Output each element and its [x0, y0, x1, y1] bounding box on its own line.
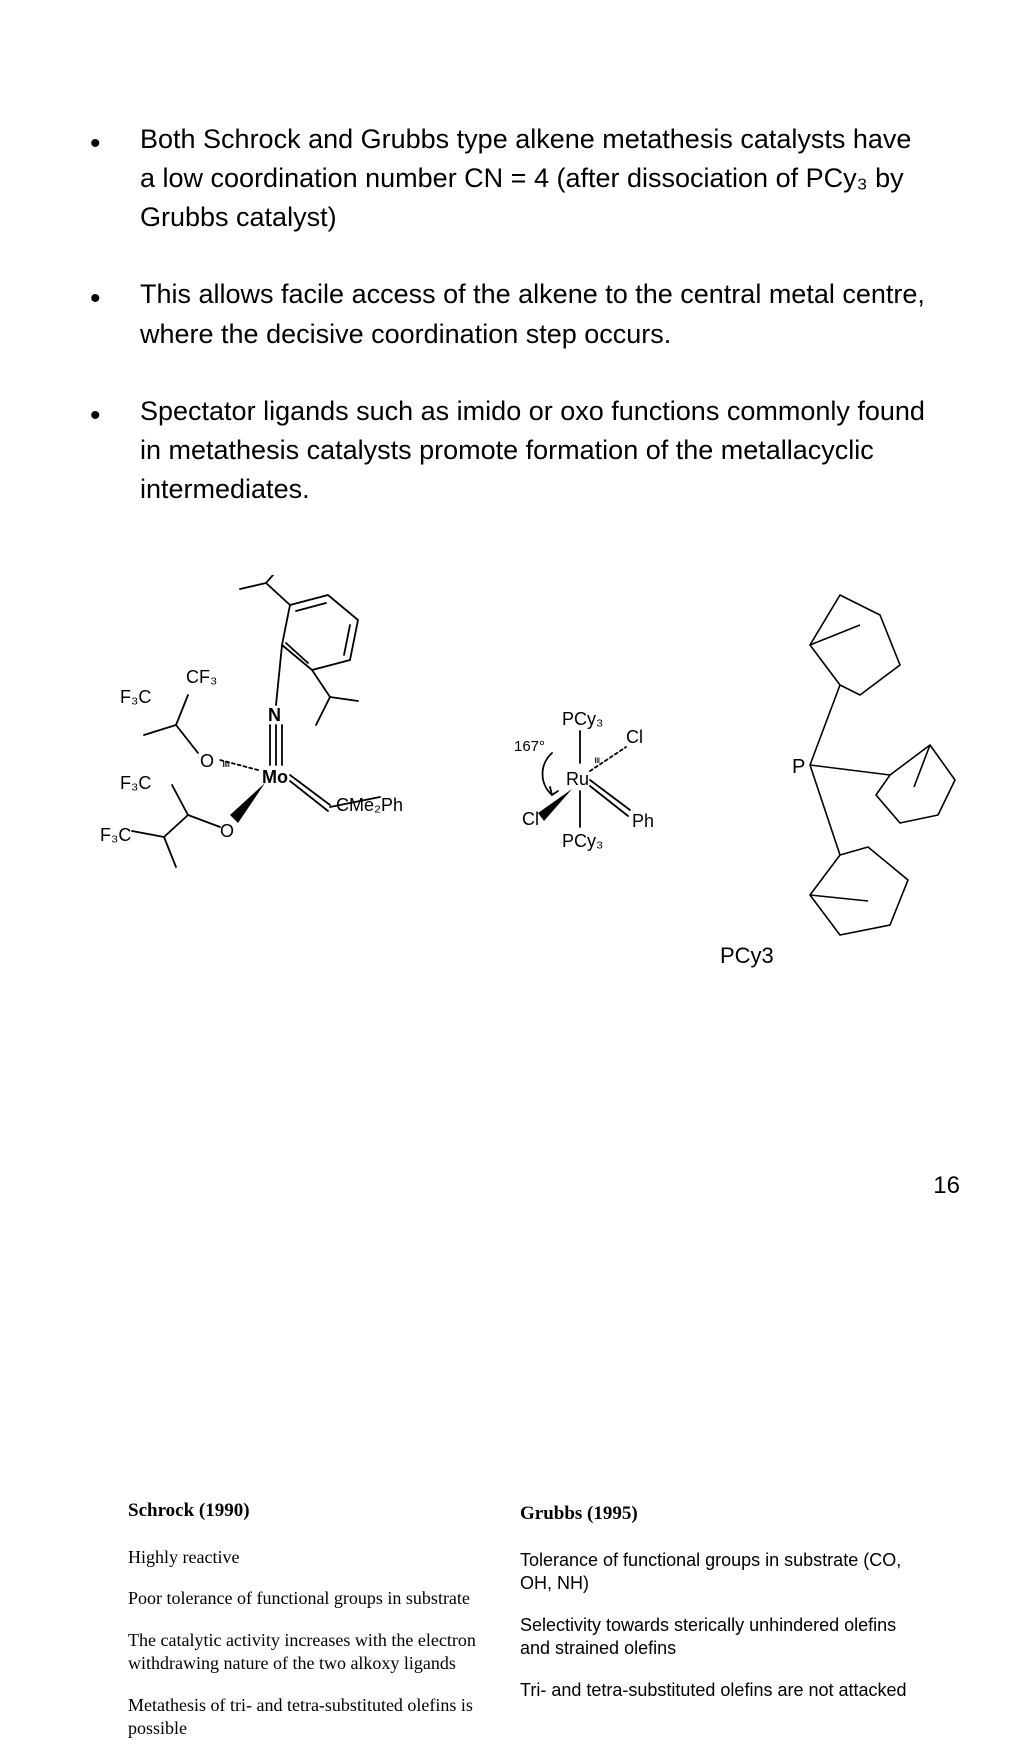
bullet-text: Spectator ligands such as imido or oxo f…	[140, 392, 930, 509]
pcy3-structure: P	[700, 565, 960, 945]
label-pcy3: PCy₃	[562, 831, 603, 851]
label-cf3: CF₃	[186, 667, 217, 687]
schrock-title: Schrock (1990)	[128, 1500, 508, 1522]
svg-text:ıııı: ıııı	[222, 759, 229, 770]
label-mo: Mo	[262, 767, 288, 787]
label-o: O	[200, 751, 214, 771]
bullet-text: Both Schrock and Grubbs type alkene meta…	[140, 120, 930, 237]
bullet-item: • Spectator ligands such as imido or oxo…	[90, 392, 930, 509]
label-f3c: F₃C	[100, 825, 131, 845]
label-f3c: F₃C	[120, 687, 151, 707]
label-f3c: F₃C	[120, 773, 151, 793]
schrock-structure: F₃C CF₃ N O Mo F₃C F₃C O CMe₂Ph ıııı	[80, 575, 410, 915]
label-pcy3-big: PCy3	[720, 943, 774, 969]
bullet-list: • Both Schrock and Grubbs type alkene me…	[90, 120, 930, 509]
schrock-note: Highly reactive	[128, 1546, 508, 1569]
label-angle: 167°	[514, 738, 545, 755]
schrock-note: Poor tolerance of functional groups in s…	[128, 1587, 508, 1610]
label-p: P	[792, 756, 805, 778]
figures-region: F₃C CF₃ N O Mo F₃C F₃C O CMe₂Ph ıııı	[0, 545, 1020, 1185]
label-cl: Cl	[626, 727, 643, 747]
label-ph: Ph	[632, 811, 654, 831]
bullet-text: This allows facile access of the alkene …	[140, 275, 930, 353]
schrock-note: Metathesis of tri- and tetra-substituted…	[128, 1694, 508, 1741]
schrock-note: The catalytic activity increases with th…	[128, 1629, 508, 1676]
grubbs-title: Grubbs (1995)	[520, 1503, 920, 1525]
label-n: N	[268, 705, 281, 725]
bullet-dot: •	[90, 275, 140, 353]
grubbs-caption: Grubbs (1995) Tolerance of functional gr…	[520, 1503, 920, 1720]
grubbs-note: Tri- and tetra-substituted olefins are n…	[520, 1679, 920, 1702]
label-cme2ph: CMe₂Ph	[336, 795, 403, 815]
schrock-caption: Schrock (1990) Highly reactive Poor tole…	[128, 1500, 508, 1758]
bullet-dot: •	[90, 120, 140, 237]
label-ru: Ru	[566, 769, 589, 789]
grubbs-note: Selectivity towards sterically unhindere…	[520, 1614, 920, 1661]
grubbs-structure: Ru PCy₃ PCy₃ Cl Cl Ph 167° ııı	[490, 685, 690, 885]
label-cl: Cl	[522, 809, 539, 829]
label-pcy3: PCy₃	[562, 709, 603, 729]
bullet-item: • This allows facile access of the alken…	[90, 275, 930, 353]
page-number: 16	[933, 1172, 960, 1200]
grubbs-note: Tolerance of functional groups in substr…	[520, 1549, 920, 1596]
label-o: O	[220, 821, 234, 841]
bullet-dot: •	[90, 392, 140, 509]
svg-text:ııı: ııı	[594, 755, 600, 766]
bullet-item: • Both Schrock and Grubbs type alkene me…	[90, 120, 930, 237]
